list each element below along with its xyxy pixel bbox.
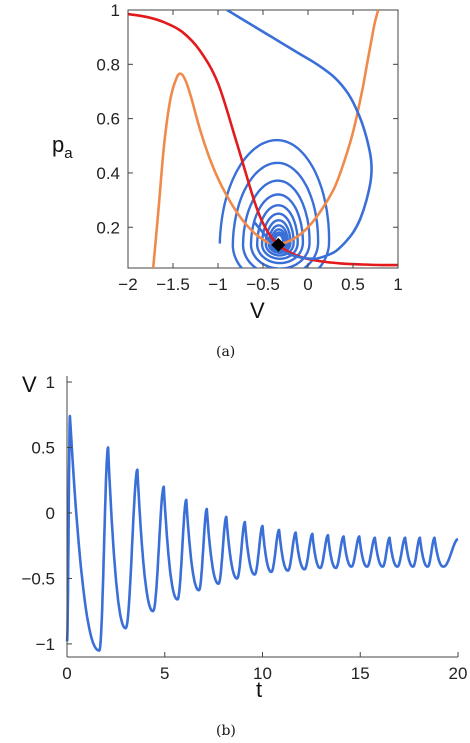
panel-a-xtick-label: −1.5 [156,275,190,294]
panel-a-fixed-point-marker [271,237,286,252]
panel-b-xtick-label: 15 [351,664,370,683]
panel-b-ytick-label: −0.5 [21,569,55,588]
panel-a-ytick-label: 0.8 [96,55,120,74]
panel-a-xtick-label: −1 [208,275,227,294]
panel-a-xlabel: V [250,298,265,323]
panel-a-caption: (a) [216,344,235,360]
panel-a-series-orange [151,10,380,268]
panel-a-ylabel-main: p [52,132,64,157]
panel-b-series-voltage [65,414,459,652]
panel-a-ytick-label: 0.6 [96,110,120,129]
panel-b-ytick-label: 0 [46,504,55,523]
panel-a-series-red [128,12,398,267]
panel-b: 0 5 10 15 20 −1 −0.5 0 0.5 1 V t (b) [21,372,467,739]
panel-a-xtick-label: 0.5 [341,275,365,294]
panel-a-ytick-label: 1 [111,1,120,20]
panel-b-xtick-label: 5 [160,664,169,683]
panel-b-ytick-label: 1 [46,373,55,392]
panel-a-xtick-label: −2 [118,275,137,294]
panel-a-ylabel-sub: a [64,145,73,162]
panel-b-ytick-label: −1 [36,635,55,654]
panel-b-xlabel: t [256,677,262,702]
panel-a: −2 −1.5 −1 −0.5 0 0.5 1 0.2 0.4 0.6 0.8 1 V pa (a) [52,1,403,360]
panel-a-xtick-label: −0.5 [246,275,280,294]
panel-b-xtick-label: 10 [253,664,272,683]
panel-a-xtick-label: 1 [393,275,402,294]
panel-a-ylabel: pa [52,132,73,162]
panel-b-xtick-label: 20 [449,664,468,683]
panel-a-ytick-label: 0.2 [96,218,120,237]
panel-b-ytick-label: 0.5 [31,438,55,457]
panel-b-caption: (b) [216,723,236,739]
panel-a-series-blue [226,10,373,261]
panel-a-spiral-trajectory [218,138,331,268]
panel-b-xtick-label: 0 [62,664,71,683]
panel-b-ylabel: V [22,372,37,397]
panel-a-xtick-label: 0 [303,275,312,294]
panel-a-ytick-label: 0.4 [96,164,120,183]
